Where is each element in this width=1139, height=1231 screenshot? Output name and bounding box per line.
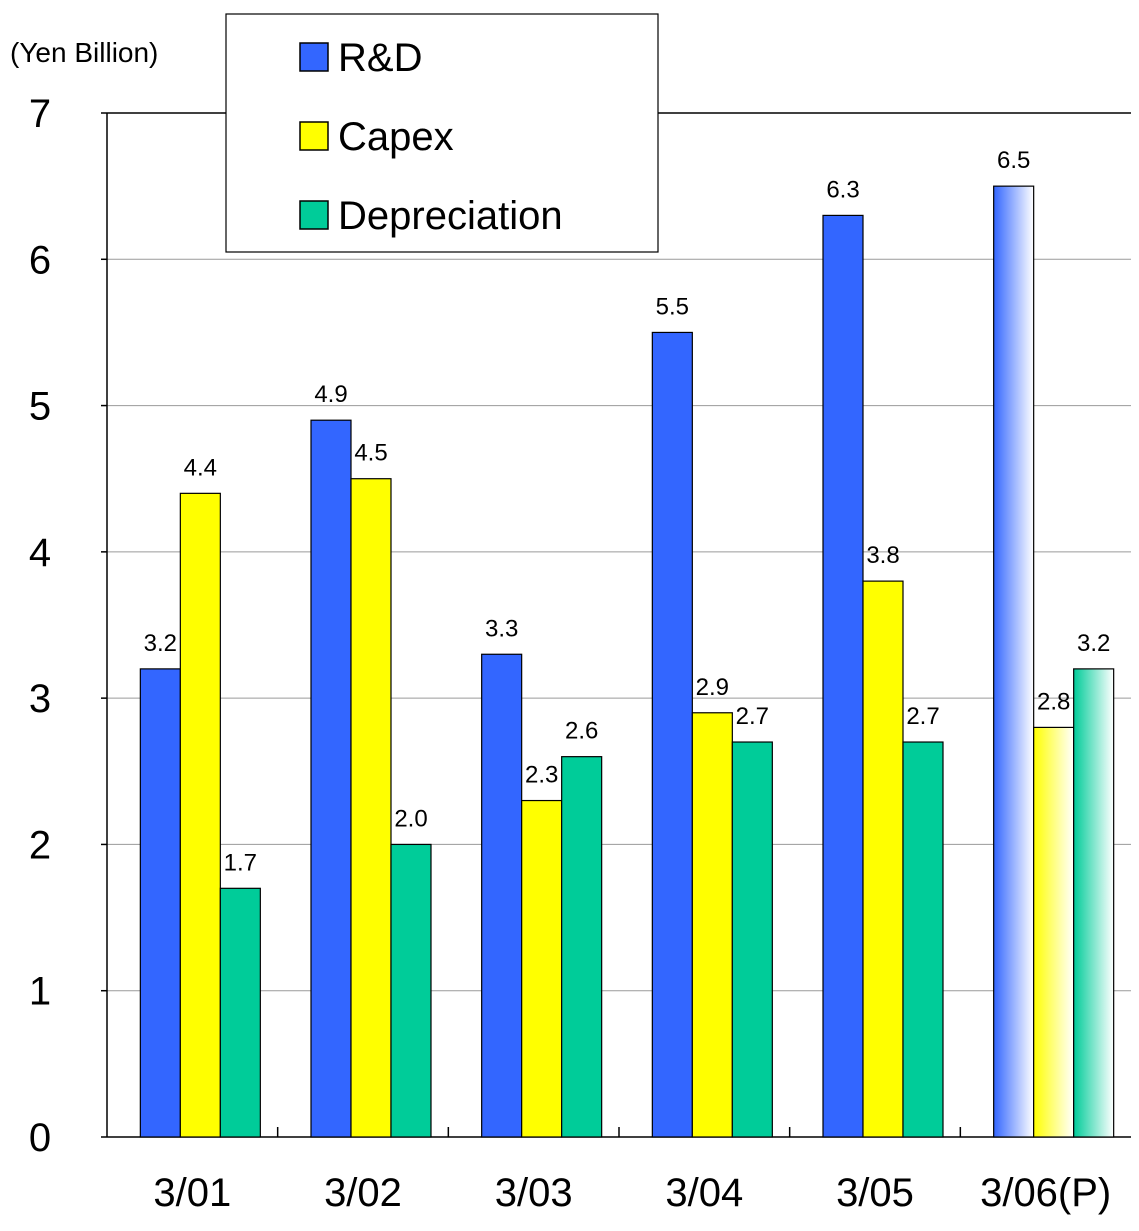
y-tick-label: 5 bbox=[29, 385, 51, 429]
legend-swatch bbox=[299, 42, 329, 72]
legend-label: R&D bbox=[338, 36, 422, 80]
data-label: 2.7 bbox=[906, 703, 939, 730]
y-unit-label: (Yen Billion) bbox=[10, 37, 158, 68]
bar-depreciation-2 bbox=[561, 756, 603, 1138]
data-label: 2.6 bbox=[565, 718, 598, 745]
bar-rd-5 bbox=[993, 185, 1035, 1138]
bar-depreciation-4 bbox=[902, 741, 944, 1138]
bar-rd-4 bbox=[822, 214, 864, 1138]
bar-capex-3 bbox=[691, 712, 733, 1138]
y-tick-label: 3 bbox=[29, 677, 51, 721]
x-tick-label: 3/01 bbox=[153, 1171, 231, 1215]
y-tick-label: 7 bbox=[29, 92, 51, 136]
data-label: 2.3 bbox=[525, 762, 558, 789]
data-label: 6.5 bbox=[997, 147, 1030, 174]
data-label: 3.2 bbox=[1077, 630, 1110, 657]
data-label: 2.0 bbox=[394, 805, 427, 832]
data-label: 6.3 bbox=[826, 176, 859, 203]
bar-depreciation-5 bbox=[1073, 668, 1115, 1138]
legend-box bbox=[225, 13, 659, 253]
data-label: 3.3 bbox=[485, 615, 518, 642]
data-label: 2.9 bbox=[696, 674, 729, 701]
bar-rd-3 bbox=[651, 331, 693, 1138]
data-label: 2.7 bbox=[736, 703, 769, 730]
x-tick-label: 3/06(P) bbox=[980, 1171, 1111, 1215]
x-tick-label: 3/04 bbox=[665, 1171, 743, 1215]
legend-label: Depreciation bbox=[338, 194, 563, 238]
bar-rd-2 bbox=[481, 653, 523, 1138]
y-tick-label: 0 bbox=[29, 1116, 51, 1160]
y-tick-label: 1 bbox=[29, 970, 51, 1014]
bar-capex-1 bbox=[350, 478, 392, 1138]
legend-swatch bbox=[299, 121, 329, 151]
bar-capex-2 bbox=[521, 799, 563, 1138]
bar-rd-1 bbox=[310, 419, 352, 1138]
legend-label: Capex bbox=[338, 115, 454, 159]
x-tick-label: 3/03 bbox=[495, 1171, 573, 1215]
x-tick-label: 3/05 bbox=[836, 1171, 914, 1215]
bar-depreciation-3 bbox=[731, 741, 773, 1138]
bar-capex-0 bbox=[179, 492, 221, 1138]
bar-rd-0 bbox=[139, 668, 181, 1138]
data-label: 4.5 bbox=[354, 440, 387, 467]
data-label: 4.4 bbox=[184, 454, 217, 481]
legend-swatch bbox=[299, 200, 329, 230]
x-tick-label: 3/02 bbox=[324, 1171, 402, 1215]
data-label: 4.9 bbox=[314, 381, 347, 408]
bar-depreciation-0 bbox=[219, 887, 261, 1138]
data-label: 3.8 bbox=[866, 542, 899, 569]
bar-capex-5 bbox=[1033, 726, 1075, 1138]
bar-capex-4 bbox=[862, 580, 904, 1138]
data-label: 2.8 bbox=[1037, 688, 1070, 715]
y-tick-label: 2 bbox=[29, 823, 51, 867]
y-tick-label: 4 bbox=[29, 531, 51, 575]
y-tick-label: 6 bbox=[29, 238, 51, 282]
data-label: 3.2 bbox=[144, 630, 177, 657]
bar-depreciation-1 bbox=[390, 843, 432, 1138]
data-label: 1.7 bbox=[224, 849, 257, 876]
data-label: 5.5 bbox=[656, 293, 689, 320]
